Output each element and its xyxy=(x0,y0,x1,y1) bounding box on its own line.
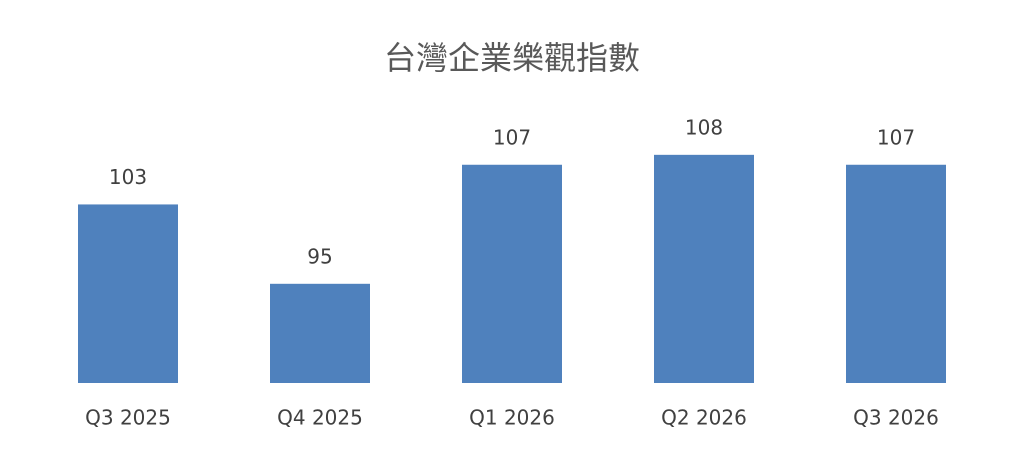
x-tick-label: Q3 2026 xyxy=(853,406,939,430)
data-label: 108 xyxy=(685,115,723,139)
bar xyxy=(462,164,562,383)
data-label: 95 xyxy=(307,244,332,268)
x-tick-label: Q2 2026 xyxy=(661,406,747,430)
bar xyxy=(78,204,178,383)
data-label: 103 xyxy=(109,165,147,189)
data-label: 107 xyxy=(877,125,915,149)
bar xyxy=(270,283,370,383)
x-tick-label: Q3 2025 xyxy=(85,406,171,430)
bar xyxy=(846,164,946,383)
x-tick-label: Q1 2026 xyxy=(469,406,555,430)
bar xyxy=(654,154,754,383)
chart-title: 台灣企業樂觀指數 xyxy=(384,39,640,77)
data-label: 107 xyxy=(493,125,531,149)
x-tick-label: Q4 2025 xyxy=(277,406,363,430)
